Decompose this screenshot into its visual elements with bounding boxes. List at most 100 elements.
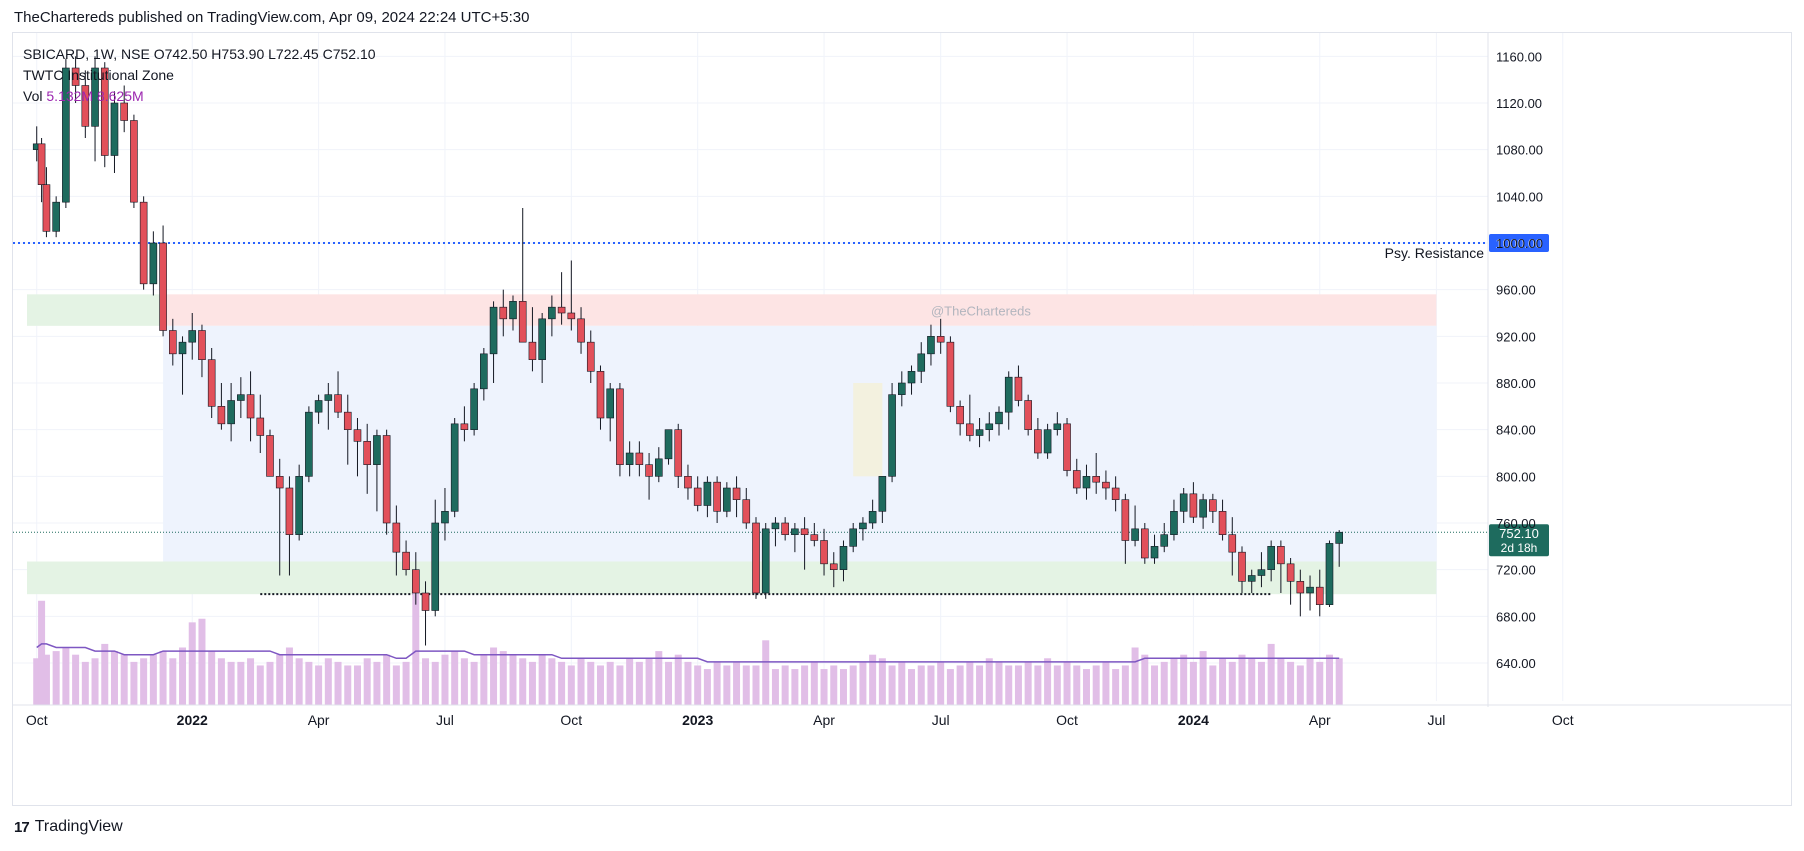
volume-bar	[285, 647, 293, 705]
candle-up	[888, 394, 896, 477]
candle-down	[567, 312, 576, 320]
volume-bar	[305, 661, 313, 705]
candle-down	[343, 411, 352, 430]
candle-down	[460, 423, 469, 430]
candle-down	[635, 452, 644, 465]
volume-bar	[149, 654, 157, 705]
volume-bar	[441, 654, 449, 705]
candle-down	[936, 336, 945, 343]
volume-bar	[878, 658, 886, 705]
candle-up	[1004, 376, 1013, 413]
candle-down	[285, 487, 294, 535]
candle-down	[1024, 400, 1032, 430]
volume-bar	[567, 665, 575, 705]
volume-bar	[888, 665, 896, 705]
x-tick-label: Oct	[1552, 712, 1574, 728]
volume-bar	[1102, 661, 1110, 705]
volume-bar	[596, 665, 604, 705]
volume-bar	[1082, 669, 1090, 705]
candle-down	[275, 476, 284, 489]
x-tick-label: 2024	[1178, 712, 1209, 728]
volume-bar	[937, 661, 945, 705]
candle-down	[577, 318, 585, 343]
volume-bar	[509, 654, 517, 705]
volume-bar	[801, 665, 809, 705]
chart-legend: SBICARD, 1W, NSE O742.50 H753.90 L722.45…	[23, 44, 376, 107]
candle-up	[664, 429, 673, 460]
candle-down	[37, 143, 46, 185]
volume-bar	[266, 661, 274, 705]
volume-ma-line	[36, 643, 1340, 663]
price-chart[interactable]: @TheChartereds Psy. Resistance 1000.00 75…	[13, 33, 1791, 805]
volume-bar	[42, 654, 50, 705]
candle-up	[1150, 546, 1159, 559]
candle-down	[1315, 586, 1324, 605]
candle-down	[159, 242, 167, 331]
volume-bar	[33, 658, 41, 705]
candle-up	[907, 371, 916, 384]
tradingview-logo-icon: 17	[14, 818, 30, 836]
volume-bar	[140, 658, 148, 705]
candle-down	[1286, 563, 1295, 582]
candle-up	[1335, 531, 1343, 544]
candle-down	[130, 120, 138, 203]
candle-down	[684, 476, 692, 489]
candle-up	[1257, 569, 1266, 576]
volume-bar	[1131, 647, 1139, 705]
volume-bar	[898, 661, 906, 705]
highlight-zone	[853, 383, 883, 477]
volume-bar	[1238, 654, 1246, 705]
volume-bar	[1199, 651, 1207, 705]
volume-bar	[1180, 654, 1188, 705]
y-tick-label: 680.00	[1496, 609, 1536, 624]
volume-bar	[1044, 658, 1052, 705]
volume-bar	[363, 658, 371, 705]
footer: 17 TradingView	[14, 818, 123, 836]
y-tick-label: 880.00	[1496, 376, 1536, 391]
volume-bar	[324, 658, 332, 705]
volume-bar	[120, 654, 128, 705]
volume-bar	[538, 654, 546, 705]
volume-bar	[1296, 665, 1304, 705]
volume-bar	[1325, 654, 1333, 705]
candle-up	[625, 452, 634, 465]
volume-bar	[470, 661, 478, 705]
volume-bar	[392, 665, 400, 705]
volume-bar	[1073, 665, 1081, 705]
candle-up	[470, 388, 478, 430]
candle-down	[946, 341, 955, 407]
footer-brand[interactable]: TradingView	[34, 818, 123, 835]
candle-up	[373, 435, 381, 465]
candle-down	[800, 528, 809, 535]
volume-bar	[558, 661, 566, 705]
volume-bar	[1257, 661, 1265, 705]
candle-up	[1043, 429, 1052, 454]
candle-down	[1111, 487, 1120, 500]
candle-down	[829, 563, 838, 570]
volume-bar	[917, 665, 925, 705]
volume-bar	[81, 661, 89, 705]
chart-frame	[12, 32, 1792, 806]
candle-up	[62, 67, 70, 203]
candle-down	[266, 435, 274, 477]
candle-down	[499, 306, 508, 320]
volume-bar	[412, 590, 420, 705]
volume-bar	[587, 661, 595, 705]
left-demand-zone	[27, 294, 164, 326]
candle-down	[693, 487, 702, 506]
candle-down	[392, 522, 401, 553]
candle-down	[1277, 546, 1285, 565]
volume-values: 5.132M 8.625M	[46, 88, 144, 104]
volume-bar	[626, 658, 634, 705]
volume-bar	[655, 651, 663, 705]
candle-down	[1102, 481, 1110, 489]
volume-bar	[665, 661, 673, 705]
candle-up	[927, 336, 935, 355]
y-tick-label: 1120.00	[1496, 96, 1542, 111]
candle-up	[985, 423, 994, 430]
volume-bar	[110, 651, 118, 705]
x-tick-label: Oct	[26, 712, 48, 728]
candle-down	[742, 499, 751, 524]
volume-bar	[499, 651, 507, 705]
candle-down	[100, 67, 109, 156]
